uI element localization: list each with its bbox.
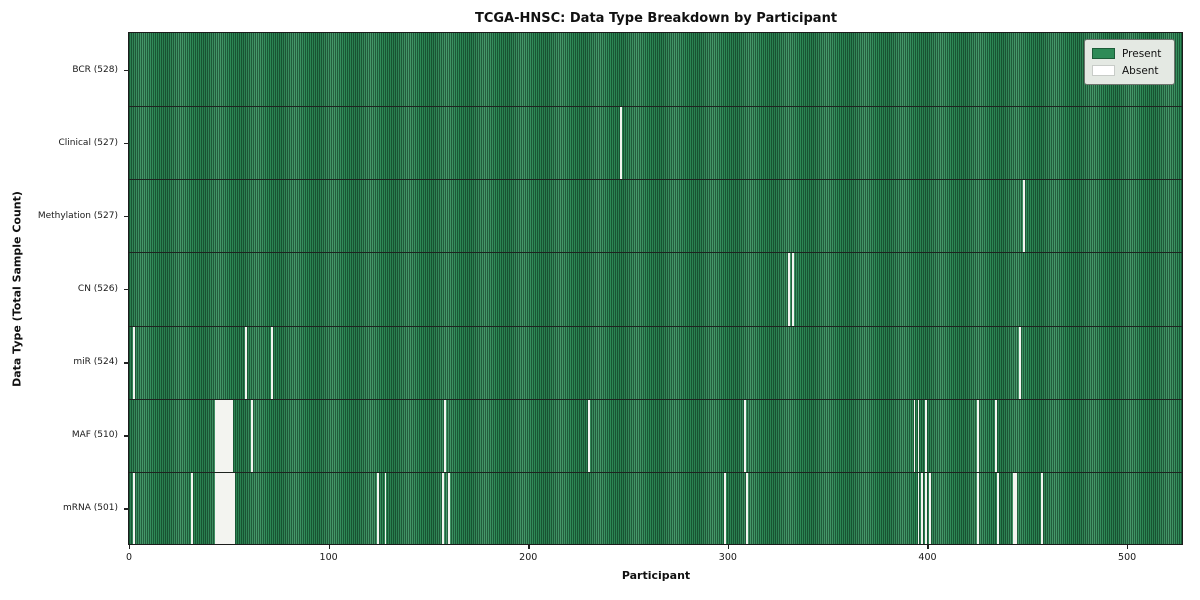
absent-stripe	[787, 253, 790, 326]
y-axis-title: Data Type (Total Sample Count)	[10, 191, 24, 387]
absent-stripe	[1013, 472, 1016, 545]
absent-stripe	[913, 399, 916, 472]
absent-stripe	[228, 399, 231, 472]
legend: Present Absent	[1084, 39, 1175, 85]
absent-stripe	[220, 472, 223, 545]
heatmap-row-maf	[129, 398, 1183, 472]
absent-stripe	[448, 472, 451, 545]
absent-stripe	[1023, 180, 1026, 253]
y-tick-label-mir: miR (524)	[73, 357, 118, 368]
legend-label-present: Present	[1122, 47, 1162, 60]
absent-stripe	[1019, 326, 1022, 399]
x-tick-label-100: 100	[319, 552, 338, 563]
absent-stripe	[218, 399, 221, 472]
heatmap-row-methylation	[129, 179, 1183, 253]
y-tick-label-methylation: Methylation (527)	[37, 210, 118, 221]
absent-stripe	[997, 472, 1000, 545]
absent-stripe	[250, 399, 253, 472]
heatmap-row-mir	[129, 325, 1183, 399]
absent-stripe	[226, 472, 229, 545]
absent-stripe	[925, 472, 928, 545]
x-tick-mark	[727, 545, 730, 549]
absent-stripe	[222, 399, 225, 472]
y-tick-label-clinical: Clinical (527)	[58, 137, 118, 148]
absent-stripe	[723, 472, 726, 545]
absent-stripe	[230, 399, 233, 472]
absent-stripe	[743, 399, 746, 472]
x-tick-label-300: 300	[718, 552, 737, 563]
absent-swatch-icon	[1092, 65, 1115, 76]
x-tick-label-500: 500	[1118, 552, 1137, 563]
y-tick-label-bcr: BCR (528)	[72, 64, 118, 75]
heatmap-row-cn	[129, 252, 1183, 326]
absent-stripe	[224, 399, 227, 472]
x-tick-label-400: 400	[918, 552, 937, 563]
absent-stripe	[230, 472, 233, 545]
absent-stripe	[190, 472, 193, 545]
x-tick-label-200: 200	[519, 552, 538, 563]
absent-stripe	[222, 472, 225, 545]
y-tick-mark	[124, 435, 129, 437]
absent-stripe	[921, 472, 924, 545]
x-tick-label-0: 0	[125, 552, 133, 563]
absent-stripe	[232, 472, 235, 545]
absent-stripe	[1041, 472, 1044, 545]
heatmap-row-bcr	[129, 33, 1183, 107]
present-swatch-icon	[1092, 48, 1115, 59]
absent-stripe	[216, 399, 219, 472]
legend-item-absent: Absent	[1092, 62, 1167, 79]
absent-stripe	[588, 399, 591, 472]
y-tick-label-maf: MAF (510)	[71, 430, 118, 441]
y-tick-mark	[124, 142, 129, 145]
x-tick-mark	[927, 545, 929, 549]
absent-stripe	[214, 399, 217, 472]
y-tick-label-mrna: mRNA (501)	[63, 503, 118, 514]
heatmap-plot-area	[129, 33, 1183, 545]
absent-stripe	[929, 472, 932, 545]
x-tick-mark	[528, 545, 530, 549]
x-tick-mark	[328, 545, 330, 549]
absent-stripe	[226, 399, 229, 472]
chart-title: TCGA-HNSC: Data Type Breakdown by Partic…	[474, 11, 838, 26]
absent-stripe	[220, 399, 223, 472]
absent-stripe	[995, 399, 998, 472]
x-axis-title: Participant	[621, 569, 691, 582]
absent-stripe	[224, 472, 227, 545]
y-tick-mark	[124, 69, 129, 71]
absent-stripe	[442, 472, 445, 545]
y-tick-mark	[124, 508, 129, 510]
absent-stripe	[977, 472, 980, 545]
absent-stripe	[384, 472, 387, 545]
absent-stripe	[132, 326, 135, 399]
absent-stripe	[444, 399, 447, 472]
absent-stripe	[917, 399, 920, 472]
legend-label-absent: Absent	[1122, 64, 1159, 77]
legend-item-present: Present	[1092, 45, 1167, 62]
absent-stripe	[791, 253, 794, 326]
absent-stripe	[214, 472, 217, 545]
absent-stripe	[218, 472, 221, 545]
y-tick-mark	[124, 289, 129, 291]
y-tick-mark	[124, 215, 129, 218]
absent-stripe	[620, 107, 623, 180]
y-tick-label-cn: CN (526)	[77, 284, 118, 294]
absent-stripe	[925, 399, 928, 472]
absent-stripe	[132, 472, 135, 545]
absent-stripe	[228, 472, 231, 545]
absent-stripe	[917, 472, 920, 545]
heatmap-row-clinical	[129, 106, 1183, 180]
heatmap-row-mrna	[129, 471, 1183, 545]
absent-stripe	[376, 472, 379, 545]
absent-stripe	[1015, 472, 1018, 545]
absent-stripe	[244, 326, 247, 399]
y-tick-mark	[124, 362, 129, 364]
x-tick-mark	[129, 545, 131, 549]
absent-stripe	[216, 472, 219, 545]
x-tick-mark	[1127, 545, 1129, 549]
absent-stripe	[270, 326, 273, 399]
absent-stripe	[745, 472, 748, 545]
absent-stripe	[977, 399, 980, 472]
